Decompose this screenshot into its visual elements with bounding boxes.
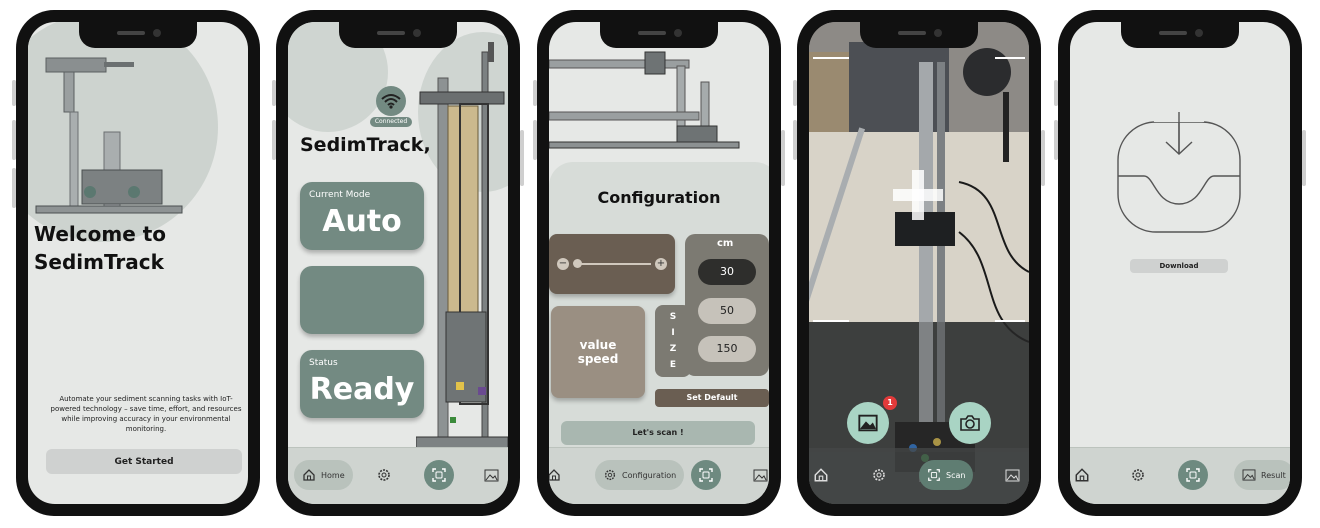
nav-settings[interactable] — [871, 460, 887, 490]
home-icon — [813, 467, 829, 483]
home-icon — [549, 468, 561, 482]
mode-value: Auto — [322, 204, 402, 239]
greeting: SedimTrack, — [300, 134, 431, 156]
configuration-screen: Configuration − + value speed cm S I Z E… — [549, 22, 769, 504]
size-letter-e: E — [669, 360, 677, 370]
configuration-title: Configuration — [597, 188, 721, 207]
welcome-title-line1: Welcome to — [34, 222, 167, 246]
speed-slider-card[interactable]: − + — [549, 234, 675, 294]
size-label-panel — [655, 305, 691, 377]
bottom-nav: Configuration — [549, 447, 769, 504]
bottom-nav: Home — [288, 447, 508, 504]
nav-gallery[interactable] — [753, 460, 768, 490]
empty-card — [300, 266, 424, 334]
bottom-nav: Result — [1070, 447, 1290, 504]
gear-icon — [603, 468, 617, 482]
value-speed-line1: value — [579, 338, 617, 352]
nav-result[interactable]: Result — [1234, 460, 1290, 490]
camera-preview — [809, 22, 1029, 504]
gallery-icon — [1242, 469, 1256, 481]
welcome-title: Welcome to SedimTrack — [34, 220, 166, 276]
machine-rail-illustration — [549, 42, 769, 152]
size-vertical-label: S I Z E — [667, 309, 679, 373]
status-card: Status Ready — [300, 350, 424, 418]
result-screen: Download Result — [1070, 22, 1290, 504]
scan-icon — [691, 460, 721, 490]
home-icon — [1074, 467, 1090, 483]
welcome-title-line2: SedimTrack — [34, 250, 164, 274]
nav-scan-label: Scan — [946, 470, 966, 480]
gear-icon — [1130, 467, 1146, 483]
machine-illustration — [34, 52, 184, 214]
speed-slider-track[interactable] — [575, 263, 651, 265]
nav-home[interactable]: Home — [294, 460, 353, 490]
nav-gallery[interactable] — [1005, 460, 1020, 490]
phone-configuration: Configuration − + value speed cm S I Z E… — [533, 10, 785, 516]
camera-icon — [959, 414, 981, 432]
get-started-button[interactable]: Get Started — [46, 449, 242, 474]
lets-scan-button[interactable]: Let's scan ! — [561, 421, 755, 445]
nav-home[interactable] — [813, 460, 829, 490]
gear-icon — [376, 467, 392, 483]
nav-gallery[interactable] — [484, 460, 499, 490]
status-value: Ready — [309, 372, 415, 407]
nav-settings[interactable] — [1130, 460, 1146, 490]
machine-tower-illustration — [416, 42, 508, 452]
size-option-150[interactable]: 150 — [698, 336, 756, 362]
mode-card[interactable]: Current Mode Auto — [300, 182, 424, 250]
unit-label: cm — [717, 238, 734, 249]
gallery-icon — [484, 469, 499, 482]
phone-result: Download Result — [1054, 10, 1306, 516]
scan-icon — [927, 468, 941, 482]
phone-scan: 1 Scan — [793, 10, 1045, 516]
value-speed-line2: speed — [577, 352, 619, 366]
phone-welcome: Welcome to SedimTrack Automate your sedi… — [12, 10, 260, 516]
plus-icon[interactable]: + — [655, 258, 667, 270]
speed-slider-thumb[interactable] — [573, 259, 582, 268]
capture-button[interactable] — [949, 402, 991, 444]
home-icon — [302, 468, 316, 482]
nav-configuration-label: Configuration — [622, 470, 677, 480]
gear-icon — [871, 467, 887, 483]
size-option-30[interactable]: 30 — [698, 259, 756, 285]
gallery-badge: 1 — [883, 396, 897, 410]
nav-scan[interactable] — [424, 460, 454, 490]
status-caption: Status — [309, 358, 338, 368]
nav-home-label: Home — [321, 470, 345, 480]
set-default-button[interactable]: Set Default — [655, 389, 769, 407]
size-letter-s: S — [669, 312, 677, 322]
gallery-icon — [858, 414, 878, 432]
gallery-icon — [1005, 469, 1020, 482]
value-speed-card: value speed — [551, 306, 645, 398]
bottom-nav: Scan — [809, 448, 1029, 504]
home-screen: Connected SedimTrack, Current Mode Auto … — [288, 22, 508, 504]
connection-status: Connected — [370, 117, 412, 127]
size-letter-i: I — [671, 328, 675, 338]
scan-screen: 1 Scan — [809, 22, 1029, 504]
minus-icon[interactable]: − — [557, 258, 569, 270]
phone-home: Connected SedimTrack, Current Mode Auto … — [272, 10, 524, 516]
gallery-button[interactable] — [847, 402, 889, 444]
download-icon — [1114, 106, 1244, 236]
nav-home[interactable] — [1074, 460, 1090, 490]
download-button[interactable]: Download — [1130, 259, 1228, 273]
nav-configuration[interactable]: Configuration — [595, 460, 685, 490]
welcome-description: Automate your sediment scanning tasks wi… — [50, 395, 242, 433]
nav-settings[interactable] — [376, 460, 392, 490]
mode-caption: Current Mode — [309, 190, 371, 200]
nav-scan[interactable]: Scan — [919, 460, 974, 490]
wifi-icon — [376, 86, 406, 116]
focus-crosshair — [893, 170, 943, 220]
gallery-icon — [753, 469, 768, 482]
nav-result-label: Result — [1261, 470, 1286, 480]
nav-home[interactable] — [549, 460, 561, 490]
size-option-50[interactable]: 50 — [698, 298, 756, 324]
scan-icon — [424, 460, 454, 490]
welcome-screen: Welcome to SedimTrack Automate your sedi… — [28, 22, 248, 504]
size-letter-z: Z — [669, 344, 677, 354]
nav-scan[interactable] — [691, 460, 721, 490]
nav-scan[interactable] — [1178, 460, 1208, 490]
scan-icon — [1178, 460, 1208, 490]
